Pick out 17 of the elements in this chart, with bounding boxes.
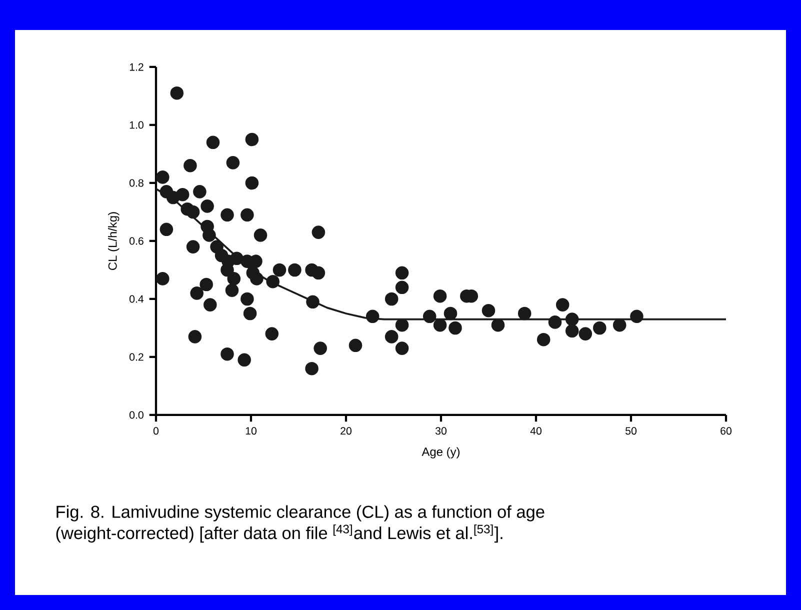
y-tick-label: 0.8 bbox=[130, 179, 144, 187]
x-tick-label: 30 bbox=[435, 427, 446, 435]
y-tick-label: 1.2 bbox=[130, 63, 144, 71]
caption: Fig. 8. Lamivudine systemic clearance (CL) as a function of age (weight-corrected) [after data on file $^{[43]}$and Lewis et al.$^{[53]}$]. bbox=[56, 505, 544, 543]
x-tick-label: 0 bbox=[153, 427, 159, 435]
x-axis-title: Age (y) bbox=[422, 447, 460, 458]
y-tick-label: 0.6 bbox=[130, 237, 144, 245]
x-tick-label: 60 bbox=[720, 427, 732, 435]
y-tick-label: 0.2 bbox=[130, 353, 144, 361]
y-axis-title: CL (L/h/kg) bbox=[108, 212, 120, 270]
x-tick-label: 10 bbox=[246, 427, 256, 435]
x-tick-label: 40 bbox=[530, 427, 542, 435]
y-tick-label: 1.0 bbox=[130, 121, 144, 129]
x-tick-label: 50 bbox=[626, 427, 636, 435]
y-tick-label: 0.0 bbox=[130, 411, 144, 419]
y-tick-label: 0.4 bbox=[130, 295, 144, 303]
x-tick-label: 20 bbox=[340, 427, 352, 435]
